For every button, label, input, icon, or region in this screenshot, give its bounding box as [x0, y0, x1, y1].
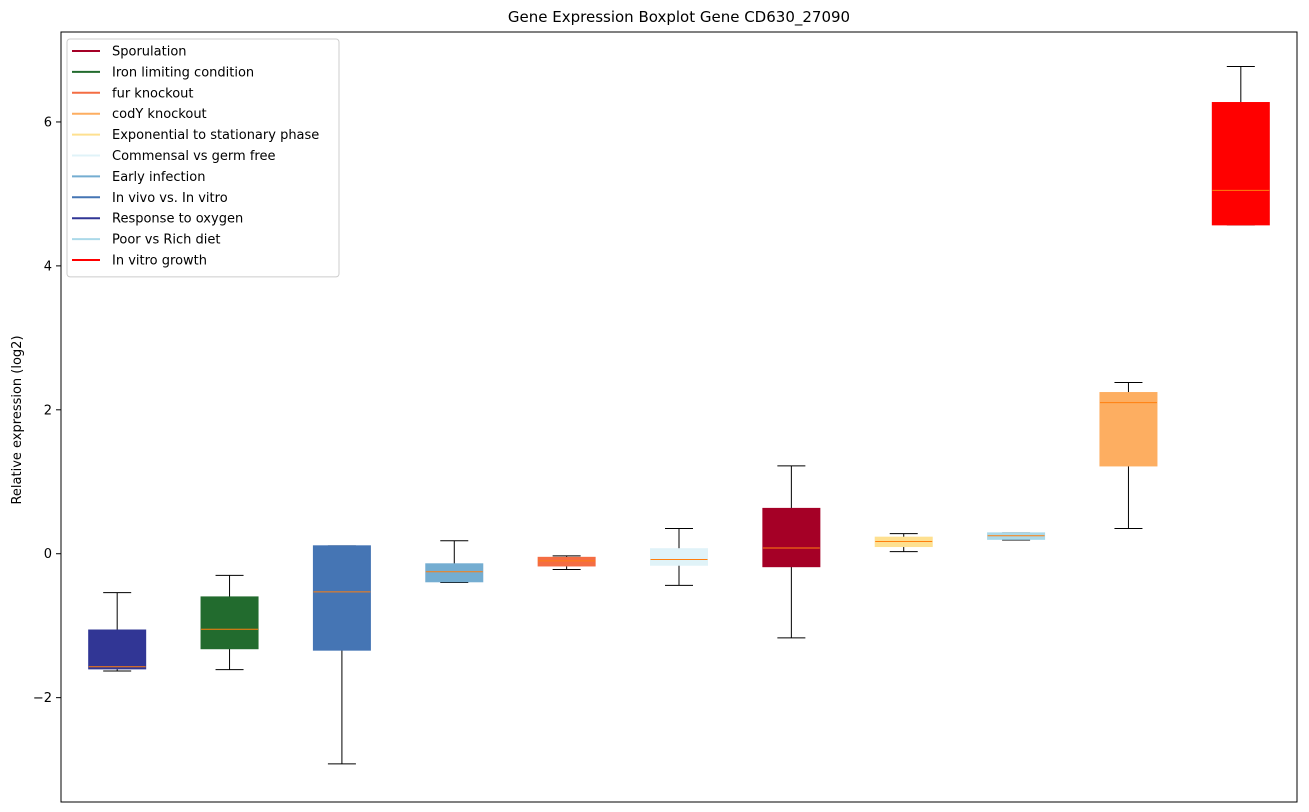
legend-label: Commensal vs germ free	[112, 149, 275, 164]
box-body	[312, 545, 371, 651]
y-tick-label: 6	[44, 115, 52, 130]
box-response-to-oxygen	[88, 592, 147, 672]
legend-label: Sporulation	[112, 45, 187, 60]
y-tick-label: 0	[44, 547, 52, 562]
legend-label: In vitro growth	[112, 254, 207, 269]
box-body	[88, 629, 147, 670]
box-body	[425, 563, 484, 583]
box-commensal-vs-germ-free	[650, 528, 708, 586]
box-iron-limiting-condition	[200, 574, 259, 671]
y-axis: −2 0 2 4 6	[33, 115, 61, 706]
y-tick-label: 4	[44, 259, 52, 274]
y-axis-label: Relative expression (log2)	[10, 335, 25, 504]
legend-label: Iron limiting condition	[112, 65, 254, 80]
box-body	[537, 556, 596, 567]
boxes-layer	[88, 66, 1270, 765]
box-sporulation	[762, 465, 821, 639]
y-tick-label: −2	[33, 691, 52, 706]
plot-frame	[60, 31, 1298, 803]
box-body	[650, 548, 708, 566]
box-body	[1099, 392, 1158, 467]
box-early-infection	[425, 540, 484, 584]
box-fur-knockout	[537, 555, 596, 571]
legend-label: Response to oxygen	[112, 212, 243, 227]
box-body	[762, 507, 821, 568]
legend-label: codY knockout	[112, 107, 207, 122]
box-poor-vs-rich-diet	[987, 532, 1046, 541]
box-in-vivo-vs-in-vitro	[312, 545, 371, 765]
box-in-vitro-growth	[1211, 66, 1270, 226]
legend-frame	[66, 38, 340, 278]
box-body	[1211, 102, 1270, 226]
legend-label: In vivo vs. In vitro	[112, 191, 228, 206]
box-exponential-to-stationary-phase	[874, 533, 933, 553]
legend-label: Exponential to stationary phase	[112, 128, 319, 143]
legend-label: Poor vs Rich diet	[112, 233, 220, 248]
chart-title: Gene Expression Boxplot Gene CD630_27090	[508, 8, 850, 27]
y-tick-label: 2	[44, 403, 52, 418]
box-body	[200, 596, 259, 650]
legend-label: Early infection	[112, 170, 205, 185]
legend: Sporulation Iron limiting condition fur kn…	[66, 38, 340, 278]
box-cody-knockout	[1099, 381, 1158, 530]
legend-label: fur knockout	[112, 86, 194, 101]
